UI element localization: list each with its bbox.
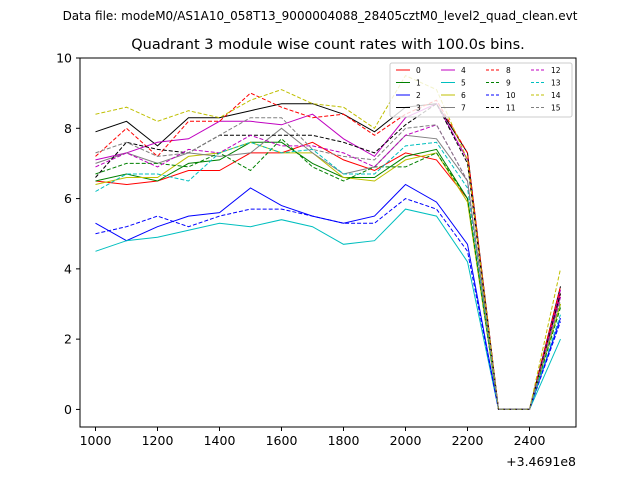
- legend-label-7: 7: [461, 104, 466, 113]
- series-line-15: [95, 117, 561, 410]
- y-tick-label: 8: [64, 121, 72, 136]
- legend-label-5: 5: [461, 79, 466, 88]
- series-line-5: [95, 208, 561, 410]
- chart-title: Quadrant 3 module wise count rates with …: [131, 37, 525, 53]
- legend-label-1: 1: [416, 79, 421, 88]
- legend-label-12: 12: [551, 66, 561, 75]
- legend-label-9: 9: [506, 79, 511, 88]
- legend-box: [389, 62, 573, 118]
- legend-label-14: 14: [551, 91, 561, 100]
- y-tick-label: 6: [64, 191, 72, 206]
- x-tick-label: 2200: [452, 433, 484, 448]
- plot-area: 1000 1200 1400 1600 1800 2000 2200 2400 0 2 4 6 8 10 0…: [56, 51, 577, 448]
- series-line-14: [95, 74, 561, 410]
- legend-label-15: 15: [551, 104, 561, 113]
- series-line-9: [95, 138, 561, 410]
- legend-label-8: 8: [506, 66, 511, 75]
- legend-label-2: 2: [416, 91, 421, 100]
- axes-frame: [79, 57, 577, 428]
- y-tick-label: 10: [56, 51, 72, 66]
- x-tick-label: 1000: [80, 433, 112, 448]
- legend-label-6: 6: [461, 91, 466, 100]
- x-tick-label: 1600: [266, 433, 298, 448]
- x-tick-label: 2400: [514, 433, 546, 448]
- y-tick-label: 4: [64, 261, 72, 276]
- legend-label-3: 3: [416, 104, 421, 113]
- x-tick-label: 1200: [142, 433, 174, 448]
- legend-label-13: 13: [551, 79, 561, 88]
- series-line-4: [95, 103, 561, 410]
- x-axis-offset-label: +3.4691e8: [506, 454, 576, 469]
- series-line-3: [95, 103, 561, 410]
- legend-label-4: 4: [461, 66, 466, 75]
- x-tick-label: 2000: [390, 433, 422, 448]
- legend-label-0: 0: [416, 66, 421, 75]
- series-line-8: [95, 92, 561, 410]
- x-tick-label: 1400: [204, 433, 236, 448]
- series-line-10: [95, 198, 561, 410]
- y-tick-label: 0: [64, 402, 72, 417]
- figure-suptitle: Data file: modeM0/AS1A10_058T13_90000040…: [63, 9, 578, 23]
- legend-label-10: 10: [506, 91, 516, 100]
- series-line-11: [95, 102, 561, 410]
- series-line-12: [95, 124, 561, 410]
- y-tick-label: 2: [64, 332, 72, 347]
- legend-label-11: 11: [506, 104, 516, 113]
- x-tick-label: 1800: [328, 433, 360, 448]
